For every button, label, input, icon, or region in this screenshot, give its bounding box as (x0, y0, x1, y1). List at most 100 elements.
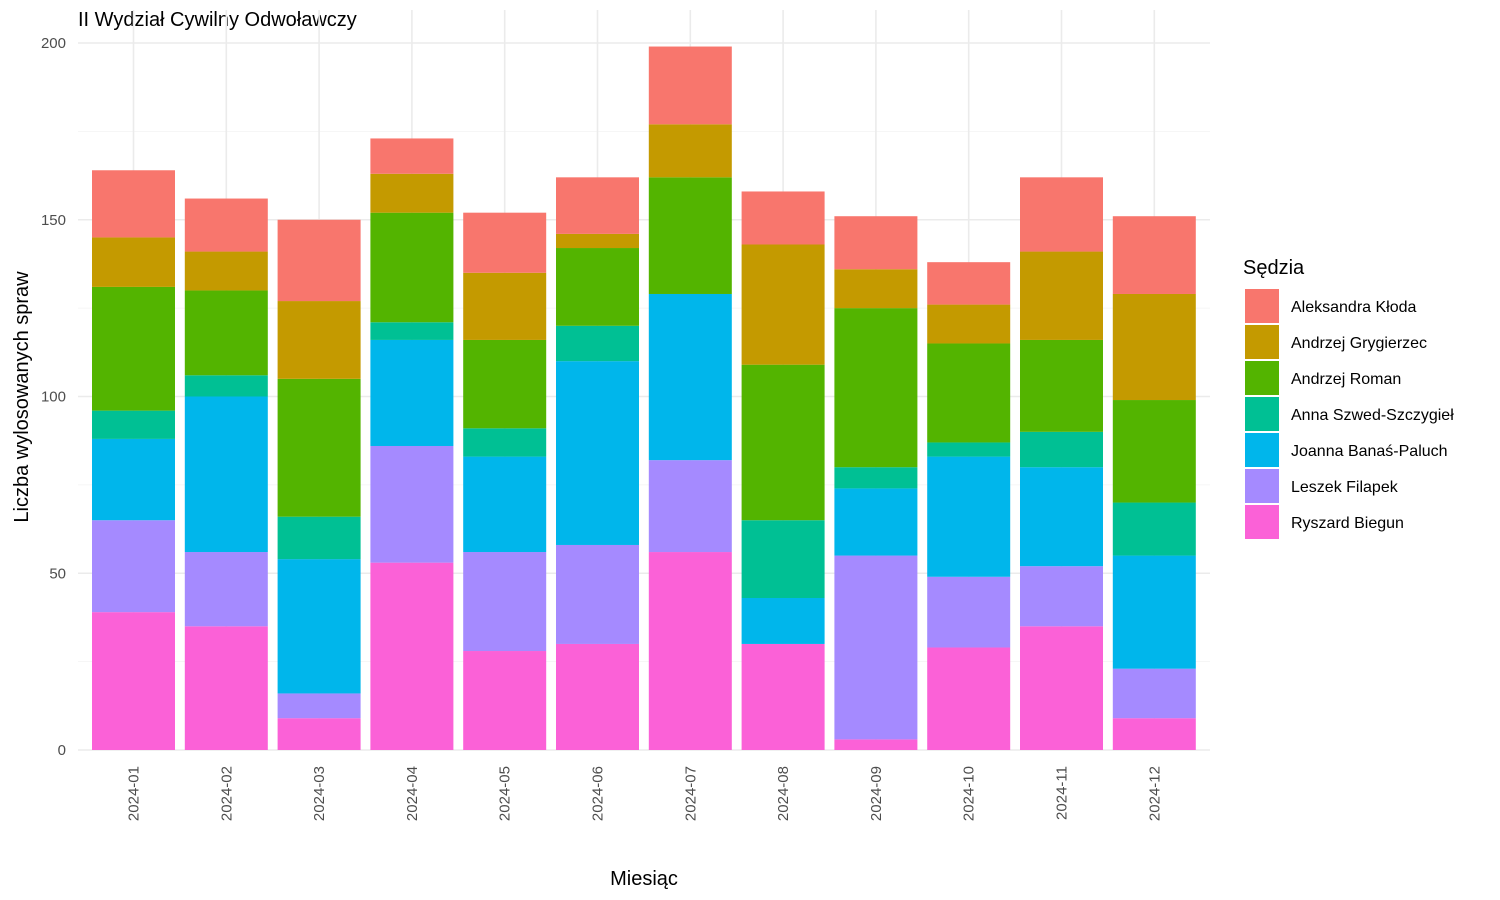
bar-segment (92, 237, 175, 287)
bar-segment (834, 308, 918, 468)
bar-segment (927, 343, 1011, 443)
bar-segment (648, 177, 732, 294)
bar-segment (370, 562, 454, 750)
bar-segment (1112, 555, 1196, 669)
legend-key (1245, 469, 1279, 503)
bar-segment (463, 428, 547, 457)
bar-segment (184, 626, 268, 750)
legend-item: Anna Szwed-Szczygieł (1245, 397, 1454, 431)
legend-key (1245, 433, 1279, 467)
bar-segment (648, 293, 732, 461)
bar-segment (1020, 177, 1103, 252)
bar-segment (648, 46, 732, 125)
bar-segment (92, 612, 175, 750)
bar-segment (556, 325, 639, 362)
legend-item: Joanna Banaś-Paluch (1245, 433, 1448, 467)
bar-segment (1112, 400, 1196, 503)
bar-segment (277, 559, 361, 694)
bar-segment (463, 651, 547, 750)
bar-segment (92, 286, 175, 411)
legend: Sędzia Aleksandra Kłoda Andrzej Grygierze… (1243, 257, 1454, 539)
bar-stack-2024-06 (556, 177, 639, 750)
bar-segment (834, 269, 918, 309)
bar-segment (370, 138, 454, 174)
bar-segment (463, 552, 547, 652)
bar-stack-2024-08 (741, 191, 825, 750)
y-tick-label: 0 (58, 742, 66, 759)
bar-segment (277, 516, 361, 560)
bar-segment (834, 739, 918, 750)
bar-segment (184, 198, 268, 252)
bar-segment (556, 233, 639, 249)
y-tick-label: 200 (41, 35, 66, 52)
y-tick-label: 50 (49, 565, 66, 582)
bar-segment (556, 643, 639, 750)
legend-item: Andrzej Grygierzec (1245, 325, 1427, 359)
x-tick-label: 2024-06 (590, 766, 607, 821)
bar-segment (1020, 339, 1103, 432)
bar-segment (834, 467, 918, 489)
legend-key (1245, 325, 1279, 359)
bar-segment (277, 219, 361, 302)
bar-segment (927, 262, 1011, 305)
x-axis-title: Miesiąc (610, 868, 678, 890)
bar-segment (1020, 626, 1103, 750)
bar-segment (741, 364, 825, 521)
bar-segment (741, 520, 825, 598)
bar-segment (834, 488, 918, 556)
bar-segment (741, 643, 825, 750)
bar-segment (370, 445, 454, 563)
bar-segment (556, 248, 639, 326)
bar-segment (370, 212, 454, 323)
bar-segment (184, 290, 268, 376)
bar-segment (556, 361, 639, 545)
bar-segment (1020, 431, 1103, 468)
y-axis-ticks: 0 50 100 150 200 (41, 35, 66, 759)
legend-label: Andrzej Grygierzec (1291, 335, 1427, 352)
bar-stack-2024-09 (834, 216, 918, 750)
legend-label: Leszek Filapek (1291, 479, 1399, 496)
bar-segment (1020, 566, 1103, 627)
bar-segment (184, 552, 268, 627)
x-tick-label: 2024-11 (1054, 766, 1071, 820)
bar-stack-2024-07 (648, 46, 732, 750)
legend-key (1245, 397, 1279, 431)
bar-segment (277, 693, 361, 719)
x-tick-label: 2024-12 (1146, 766, 1163, 821)
legend-label: Anna Szwed-Szczygieł (1291, 407, 1454, 424)
y-axis-title: Liczba wylosowanych spraw (11, 271, 33, 523)
bar-segment (277, 301, 361, 379)
bar-stack-2024-05 (463, 212, 547, 750)
bar-segment (556, 544, 639, 644)
bar-segment (927, 304, 1011, 344)
legend-key (1245, 361, 1279, 395)
bar-segment (741, 191, 825, 245)
bar-segment (1112, 293, 1196, 401)
bar-segment (370, 173, 454, 213)
legend-label: Aleksandra Kłoda (1291, 299, 1417, 316)
x-tick-label: 2024-01 (126, 766, 143, 821)
x-tick-label: 2024-07 (682, 766, 699, 821)
bar-stack-2024-04 (370, 138, 454, 750)
bars-layer (92, 46, 1196, 750)
bar-segment (184, 375, 268, 397)
bar-stack-2024-02 (184, 198, 268, 750)
x-tick-label: 2024-05 (497, 766, 514, 821)
bar-stack-2024-01 (92, 170, 175, 750)
x-tick-label: 2024-10 (961, 766, 978, 821)
bar-segment (1020, 251, 1103, 340)
bar-segment (92, 520, 175, 613)
legend-item: Andrzej Roman (1245, 361, 1401, 395)
bar-segment (463, 456, 547, 553)
bar-segment (1112, 216, 1196, 294)
bar-stack-2024-03 (277, 219, 361, 750)
bar-stack-2024-11 (1020, 177, 1103, 750)
bar-segment (927, 456, 1011, 577)
bar-segment (834, 216, 918, 270)
legend-item: Ryszard Biegun (1245, 505, 1404, 539)
bar-stack-2024-12 (1112, 216, 1196, 750)
legend-item: Leszek Filapek (1245, 469, 1399, 503)
bar-segment (277, 718, 361, 750)
bar-segment (1020, 467, 1103, 567)
